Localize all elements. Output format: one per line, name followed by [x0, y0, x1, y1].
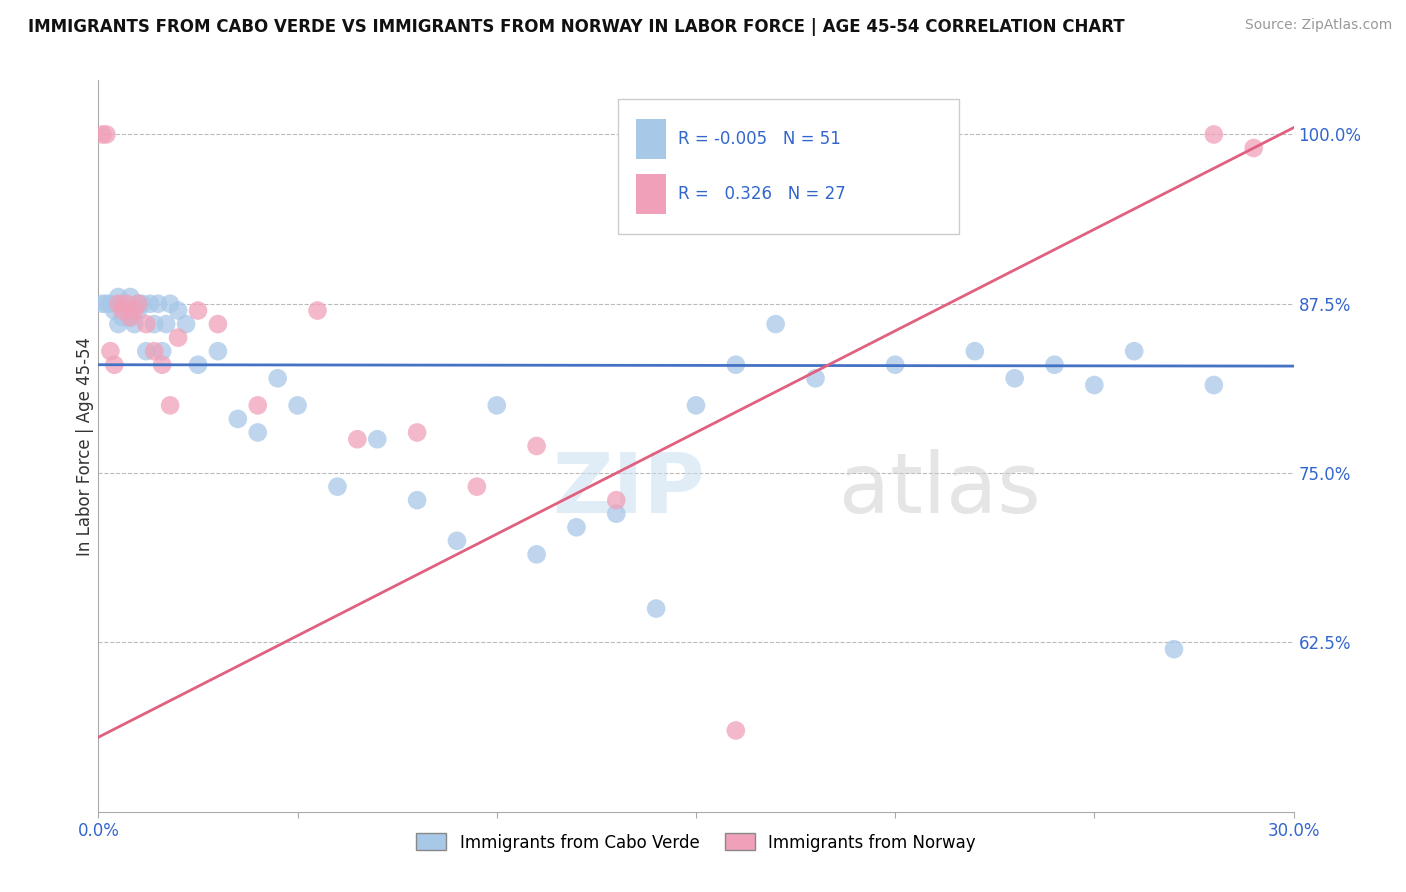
- Point: [127, 303, 149, 318]
- Point: [103, 303, 125, 318]
- Point: [884, 358, 907, 372]
- Point: [207, 317, 229, 331]
- Point: [120, 310, 142, 325]
- Point: [91, 128, 114, 142]
- Point: [120, 310, 142, 325]
- Point: [187, 303, 209, 318]
- Legend: Immigrants from Cabo Verde, Immigrants from Norway: Immigrants from Cabo Verde, Immigrants f…: [409, 827, 983, 858]
- Point: [1123, 344, 1146, 359]
- Point: [143, 317, 166, 331]
- Point: [685, 398, 707, 412]
- Point: [1202, 378, 1225, 392]
- Point: [187, 358, 209, 372]
- Point: [127, 297, 149, 311]
- Point: [526, 439, 548, 453]
- Point: [605, 507, 627, 521]
- Point: [465, 480, 488, 494]
- Point: [267, 371, 290, 385]
- Y-axis label: In Labor Force | Age 45-54: In Labor Force | Age 45-54: [76, 336, 94, 556]
- FancyBboxPatch shape: [637, 174, 666, 214]
- Point: [150, 358, 173, 372]
- Point: [111, 310, 134, 325]
- FancyBboxPatch shape: [637, 119, 666, 159]
- Point: [804, 371, 827, 385]
- Point: [765, 317, 787, 331]
- Point: [139, 297, 162, 311]
- Point: [406, 425, 429, 440]
- Point: [135, 317, 157, 331]
- Point: [346, 432, 368, 446]
- Point: [115, 303, 138, 318]
- Text: R = -0.005   N = 51: R = -0.005 N = 51: [678, 130, 841, 148]
- Point: [107, 297, 129, 311]
- Point: [246, 425, 269, 440]
- Point: [246, 398, 269, 412]
- Point: [645, 601, 668, 615]
- Point: [96, 297, 118, 311]
- Point: [1202, 128, 1225, 142]
- Point: [526, 547, 548, 561]
- Point: [1004, 371, 1026, 385]
- Point: [1083, 378, 1105, 392]
- Point: [143, 344, 166, 359]
- Point: [115, 297, 138, 311]
- Point: [446, 533, 468, 548]
- Point: [963, 344, 986, 359]
- Point: [366, 432, 388, 446]
- Point: [724, 723, 747, 738]
- Point: [91, 297, 114, 311]
- Point: [226, 412, 249, 426]
- Point: [1163, 642, 1185, 657]
- Point: [124, 317, 146, 331]
- Text: Source: ZipAtlas.com: Source: ZipAtlas.com: [1244, 18, 1392, 32]
- Point: [98, 344, 122, 359]
- Point: [96, 128, 118, 142]
- Text: atlas: atlas: [839, 450, 1040, 531]
- Point: [98, 297, 122, 311]
- Text: IMMIGRANTS FROM CABO VERDE VS IMMIGRANTS FROM NORWAY IN LABOR FORCE | AGE 45-54 : IMMIGRANTS FROM CABO VERDE VS IMMIGRANTS…: [28, 18, 1125, 36]
- Point: [107, 290, 129, 304]
- Point: [111, 303, 134, 318]
- Point: [1043, 358, 1066, 372]
- Point: [406, 493, 429, 508]
- Text: ZIP: ZIP: [553, 450, 704, 531]
- Point: [103, 358, 125, 372]
- Point: [605, 493, 627, 508]
- Point: [159, 297, 181, 311]
- Point: [1243, 141, 1265, 155]
- Point: [107, 317, 129, 331]
- Point: [111, 297, 134, 311]
- Point: [167, 331, 190, 345]
- Point: [155, 317, 177, 331]
- Point: [159, 398, 181, 412]
- Point: [326, 480, 349, 494]
- Point: [148, 297, 170, 311]
- FancyBboxPatch shape: [619, 98, 959, 234]
- Point: [307, 303, 329, 318]
- Point: [724, 358, 747, 372]
- Point: [150, 344, 173, 359]
- Point: [565, 520, 588, 534]
- Text: R =   0.326   N = 27: R = 0.326 N = 27: [678, 185, 846, 202]
- Point: [167, 303, 190, 318]
- Point: [135, 344, 157, 359]
- Point: [207, 344, 229, 359]
- Point: [174, 317, 197, 331]
- Point: [127, 297, 149, 311]
- Point: [131, 297, 153, 311]
- Point: [287, 398, 309, 412]
- Point: [120, 290, 142, 304]
- Point: [124, 303, 146, 318]
- Point: [485, 398, 508, 412]
